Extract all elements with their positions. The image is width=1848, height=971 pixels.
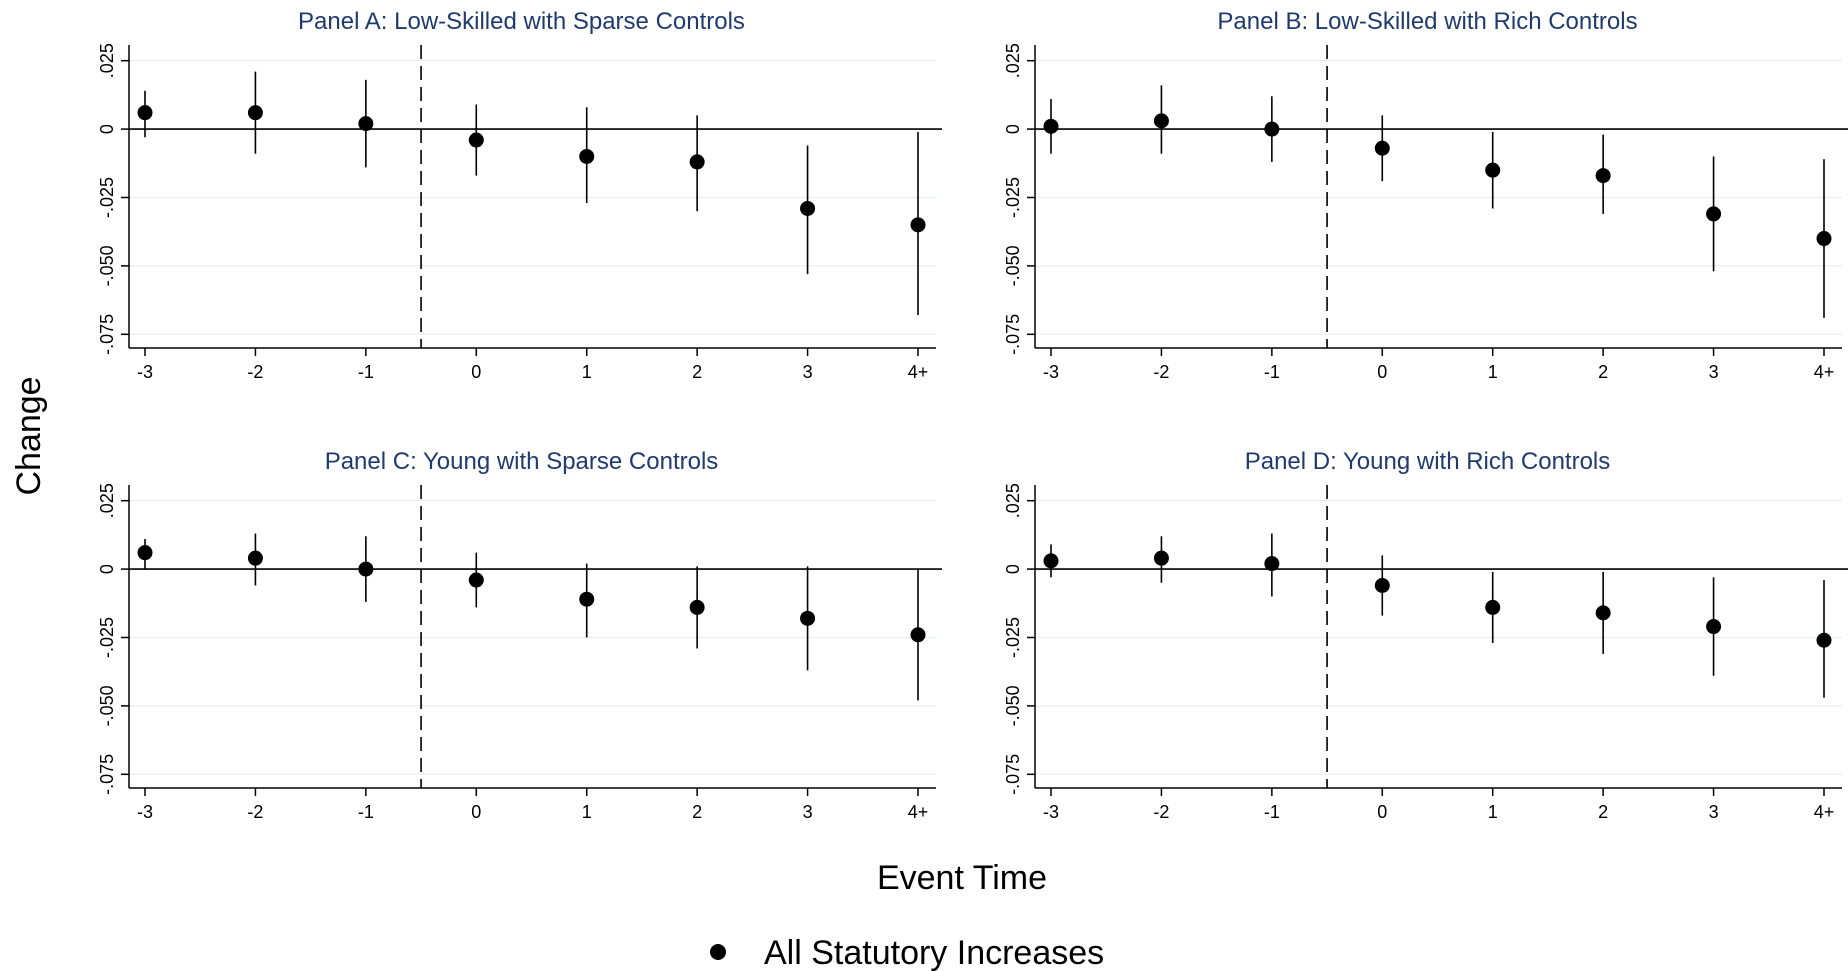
y-tick-label: .025 xyxy=(1003,43,1023,78)
x-tick-label: 1 xyxy=(1488,362,1498,382)
x-tick-label: -1 xyxy=(358,802,374,822)
point-estimate xyxy=(1264,121,1280,137)
point-estimate xyxy=(247,105,263,121)
panel-3: Panel C: Young with Sparse Controls .025 0… xyxy=(97,448,942,822)
point-estimate xyxy=(358,561,374,577)
y-tick-label: -.050 xyxy=(1003,245,1023,286)
point-estimate xyxy=(579,148,595,164)
x-tick-label: 0 xyxy=(1377,802,1387,822)
y-tick-label: 0 xyxy=(97,564,117,574)
x-tick-label: 0 xyxy=(471,802,481,822)
y-tick-label: -.025 xyxy=(1003,177,1023,218)
point-estimate xyxy=(1374,140,1390,156)
legend-marker xyxy=(710,944,726,960)
x-tick-label: 3 xyxy=(803,802,813,822)
y-tick-label: 0 xyxy=(1003,564,1023,574)
point-estimate xyxy=(1706,206,1722,222)
x-tick-label: 2 xyxy=(692,362,702,382)
y-tick-label: .025 xyxy=(97,483,117,518)
y-tick-label: -.025 xyxy=(1003,617,1023,658)
x-tick-label: 2 xyxy=(692,802,702,822)
x-tick-label: 0 xyxy=(1377,362,1387,382)
x-tick-label: -2 xyxy=(247,802,263,822)
x-tick-label: -3 xyxy=(137,362,153,382)
x-tick-label: 4+ xyxy=(908,802,929,822)
panel-2: Panel B: Low-Skilled with Rich Controls.… xyxy=(1003,8,1848,382)
point-estimate xyxy=(1816,231,1832,247)
point-estimate xyxy=(1485,599,1501,615)
x-tick-label: 4+ xyxy=(908,362,929,382)
point-estimate xyxy=(468,132,484,148)
y-tick-label: .025 xyxy=(97,43,117,78)
y-tick-label: -.050 xyxy=(1003,685,1023,726)
x-tick-label: 2 xyxy=(1598,362,1608,382)
point-estimate xyxy=(1706,619,1722,635)
x-tick-label: 1 xyxy=(1488,802,1498,822)
x-tick-label: 2 xyxy=(1598,802,1608,822)
point-estimate xyxy=(800,200,816,216)
point-estimate xyxy=(910,217,926,233)
x-tick-label: -3 xyxy=(137,802,153,822)
y-tick-label: -.075 xyxy=(1003,314,1023,355)
point-estimate xyxy=(1485,162,1501,178)
panel-title: Panel C: Young with Sparse Controls xyxy=(325,448,719,475)
panel-1: Panel A: Low-Skilled with Sparse Control… xyxy=(97,8,942,382)
y-axis-title: Change xyxy=(10,376,48,495)
point-estimate xyxy=(468,572,484,588)
x-tick-label: 4+ xyxy=(1814,362,1835,382)
x-tick-label: 1 xyxy=(582,802,592,822)
x-tick-label: 1 xyxy=(582,362,592,382)
panel-title: Panel D: Young with Rich Controls xyxy=(1245,448,1611,475)
panel-title: Panel B: Low-Skilled with Rich Controls xyxy=(1217,8,1637,35)
y-tick-label: -.025 xyxy=(97,177,117,218)
y-tick-label: -.075 xyxy=(1003,754,1023,795)
x-tick-label: -2 xyxy=(1153,802,1169,822)
panel-title: Panel A: Low-Skilled with Sparse Control… xyxy=(298,8,745,35)
point-estimate xyxy=(1043,553,1059,569)
x-tick-label: 3 xyxy=(1709,362,1719,382)
x-tick-label: 0 xyxy=(471,362,481,382)
x-tick-label: -3 xyxy=(1043,362,1059,382)
point-estimate xyxy=(1153,113,1169,129)
y-tick-label: .025 xyxy=(1003,483,1023,518)
y-tick-label: -.075 xyxy=(97,314,117,355)
x-tick-label: 3 xyxy=(1709,802,1719,822)
x-tick-label: -3 xyxy=(1043,802,1059,822)
point-estimate xyxy=(137,545,153,561)
point-estimate xyxy=(1595,168,1611,184)
panels-container: Panel A: Low-Skilled with Sparse Control… xyxy=(97,8,1848,822)
y-tick-label: -.025 xyxy=(97,617,117,658)
point-estimate xyxy=(579,591,595,607)
x-tick-label: -2 xyxy=(247,362,263,382)
point-estimate xyxy=(689,599,705,615)
y-tick-label: 0 xyxy=(1003,124,1023,134)
y-tick-label: 0 xyxy=(97,124,117,134)
point-estimate xyxy=(1043,118,1059,134)
x-tick-label: -1 xyxy=(358,362,374,382)
x-tick-label: -1 xyxy=(1264,362,1280,382)
x-tick-label: 4+ xyxy=(1814,802,1835,822)
point-estimate xyxy=(137,105,153,121)
point-estimate xyxy=(910,627,926,643)
y-tick-label: -.050 xyxy=(97,685,117,726)
point-estimate xyxy=(689,154,705,170)
x-tick-label: 3 xyxy=(803,362,813,382)
point-estimate xyxy=(1153,550,1169,566)
point-estimate xyxy=(247,550,263,566)
y-tick-label: -.050 xyxy=(97,245,117,286)
x-axis-title: Event Time xyxy=(877,859,1047,897)
x-tick-label: -2 xyxy=(1153,362,1169,382)
point-estimate xyxy=(1374,578,1390,594)
point-estimate xyxy=(1816,632,1832,648)
x-tick-label: -1 xyxy=(1264,802,1280,822)
y-tick-label: -.075 xyxy=(97,754,117,795)
point-estimate xyxy=(1264,556,1280,572)
panel-4: Panel D: Young with Rich Controls .025 0 -.… xyxy=(1003,448,1848,822)
legend-label: All Statutory Increases xyxy=(764,934,1104,971)
point-estimate xyxy=(800,610,816,626)
point-estimate xyxy=(358,116,374,132)
point-estimate xyxy=(1595,605,1611,621)
